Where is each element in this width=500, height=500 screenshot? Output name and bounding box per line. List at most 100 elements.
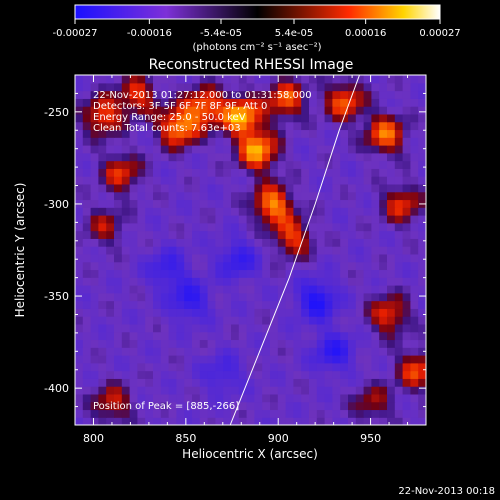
heatmap-cell [160,378,170,387]
heatmap-cell [153,215,162,224]
heatmap-cell [207,277,216,286]
heatmap-cell [301,222,310,232]
heatmap-cell [168,90,177,99]
heatmap-cell [160,121,170,131]
heatmap-cell [160,323,170,333]
heatmap-cell [129,215,138,224]
heatmap-cell [153,331,162,341]
heatmap-cell [379,277,388,286]
heatmap-cell [309,300,318,309]
heatmap-cell [324,215,333,224]
heatmap-cell [410,277,419,286]
heatmap-cell [223,121,232,131]
heatmap-cell [277,183,287,193]
heatmap-cell [301,347,310,356]
heatmap-cell [379,75,388,84]
heatmap-cell [75,137,84,146]
heatmap-cell [254,82,263,92]
heatmap-cell [137,285,146,294]
heatmap-cell [394,176,404,185]
heatmap-cell [371,285,380,294]
heatmap-cell [168,300,177,309]
heatmap-cell [75,331,84,341]
heatmap-cell [238,316,248,325]
heatmap-cell [98,113,107,123]
heatmap-cell [340,285,349,294]
heatmap-cell [262,323,271,333]
heatmap-cell [418,269,426,278]
heatmap-cell [316,347,326,356]
heatmap-cell [75,401,84,411]
heatmap-cell [223,75,232,84]
heatmap-cell [387,176,396,185]
heatmap-cell [145,323,154,333]
heatmap-cell [270,409,279,418]
heatmap-cell [316,129,326,138]
heatmap-cell [363,386,372,395]
heatmap-cell [324,253,333,263]
heatmap-cell [277,370,287,379]
heatmap-cell [262,355,271,364]
heatmap-cell [332,323,341,333]
heatmap-cell [90,355,99,364]
heatmap-cell [168,145,177,154]
heatmap-cell [75,113,84,123]
heatmap-cell [402,300,411,309]
heatmap-cell [348,121,357,131]
heatmap-cell [176,300,185,309]
heatmap-cell [410,238,419,247]
heatmap-cell [394,308,404,317]
heatmap-cell [285,230,294,239]
heatmap-cell [402,145,411,154]
heatmap-cell [355,145,365,154]
heatmap-cell [121,191,131,201]
heatmap-cell [121,393,131,403]
heatmap-cell [121,292,131,302]
heatmap-cell [207,308,216,317]
heatmap-cell [402,347,411,356]
heatmap-cell [145,362,154,372]
heatmap-cell [215,129,224,138]
heatmap-cell [316,246,326,255]
heatmap-cell [262,90,271,99]
heatmap-cell [355,129,365,138]
heatmap-cell [379,378,388,387]
heatmap-cell [348,355,357,364]
heatmap-cell [332,160,341,169]
colorbar-tick-label: 0.00027 [419,28,460,39]
heatmap-cell [254,261,263,271]
heatmap-cell [394,300,404,309]
heatmap-cell [90,183,99,193]
heatmap-cell [98,417,107,425]
heatmap-cell [332,339,341,348]
heatmap-cell [184,409,193,418]
heatmap-cell [90,152,99,162]
heatmap-cell [355,316,365,325]
heatmap-cell [418,207,426,216]
heatmap-cell [371,308,380,317]
heatmap-cell [340,246,349,255]
heatmap-cell [332,246,341,255]
axis-ticks [74,74,427,426]
heatmap-cell [168,129,177,138]
heatmap-cell [363,98,372,107]
heatmap-cell [238,370,248,379]
heatmap-cell [192,269,201,278]
heatmap-cell [168,113,177,123]
heatmap-cell [121,199,131,208]
heatmap-cell [121,152,131,162]
heatmap-cell [184,362,193,372]
heatmap-cell [324,199,333,208]
heatmap-cell [254,393,263,403]
heatmap-cell [293,199,302,208]
heatmap-cell [324,82,333,92]
heatmap-cell [285,199,294,208]
heatmap-cell [90,129,99,138]
heatmap-cell [262,401,271,411]
heatmap-cell [106,137,115,146]
heatmap-cell [153,261,162,271]
colorbar-tick-label: 5.4e-05 [275,28,313,39]
heatmap-cell [207,316,216,325]
heatmap-cell [270,362,279,372]
heatmap-cell [215,191,224,201]
